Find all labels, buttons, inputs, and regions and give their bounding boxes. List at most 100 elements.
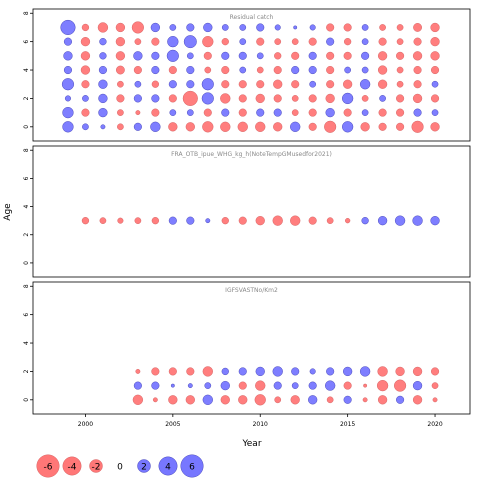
bubble [344, 38, 352, 46]
bubble [326, 66, 335, 75]
bubble [361, 95, 369, 102]
bubble [151, 381, 160, 390]
bubble [151, 108, 160, 117]
bubble [413, 80, 422, 89]
bubble [168, 94, 177, 103]
x-axis: 2000 2005 2010 2015 2020 [78, 414, 443, 428]
bubble [60, 19, 76, 35]
panel-title: IGFSVASTNo/Km2 [225, 287, 278, 294]
bubble [185, 395, 195, 405]
bubble [151, 367, 160, 376]
bubble [254, 394, 266, 406]
bubble [134, 80, 142, 88]
bubble [309, 368, 316, 375]
bubble [82, 123, 89, 131]
bubble [132, 394, 144, 405]
bubble [359, 366, 371, 377]
bubble [204, 66, 212, 74]
bubble [326, 217, 334, 224]
bubble [379, 95, 386, 102]
bubble [220, 93, 231, 104]
legend-bubble [137, 459, 151, 473]
bubble [117, 123, 124, 131]
bubble [291, 109, 299, 116]
bubble [326, 80, 335, 89]
bubble [99, 52, 107, 60]
bubble [326, 396, 334, 404]
bubble [361, 217, 369, 225]
bubble [396, 395, 405, 404]
y-tick-label: 8 [23, 148, 30, 152]
bubble [99, 38, 107, 46]
bubble [293, 25, 298, 30]
bubble [186, 80, 195, 89]
bubble [309, 80, 316, 88]
bubble [62, 107, 74, 119]
y-tick-label: 4 [23, 341, 30, 345]
bubble [308, 216, 317, 225]
legend-label: 6 [189, 463, 195, 473]
bubble [186, 66, 195, 75]
bubble [64, 95, 71, 102]
legend: -6 -4 -2 0 2 4 6 [36, 454, 204, 478]
y-tick-label: 0 [23, 398, 30, 402]
bubble [238, 51, 247, 60]
bubble [61, 78, 74, 91]
bubble [361, 109, 369, 116]
bubble [256, 52, 264, 60]
bubble [377, 366, 388, 377]
bubble [131, 21, 144, 34]
bubble [325, 380, 336, 391]
bubble [238, 395, 248, 405]
bubble [326, 23, 335, 32]
legend-bubble [158, 456, 178, 476]
bubble [343, 108, 352, 117]
bubble [377, 65, 388, 75]
panels: Residual catch 0 2 4 6 8 FRA_OTB_ipue_WHG_kg_h… [23, 8, 471, 415]
bubble [82, 95, 89, 102]
bubble [377, 51, 388, 61]
bubble [134, 38, 142, 45]
bubble [169, 24, 177, 31]
bubble [376, 380, 389, 392]
bubble [255, 380, 266, 391]
y-tick-label: 2 [23, 96, 30, 100]
x-tick-label: 2015 [340, 421, 355, 428]
bubble [430, 22, 440, 33]
bubble [430, 216, 440, 226]
legend-label: 2 [141, 463, 147, 473]
bubble [183, 35, 197, 49]
legend-bubble [180, 454, 204, 478]
bubble [378, 122, 387, 131]
y-tick-label: 2 [23, 233, 30, 237]
y-tick-label: 0 [23, 261, 30, 265]
bubble [412, 366, 423, 377]
bubble [359, 79, 371, 90]
legend-label: -4 [68, 463, 77, 473]
bubble [115, 37, 126, 47]
bubble [290, 215, 301, 226]
bubble [133, 66, 142, 75]
bubble [81, 108, 90, 117]
bubble [205, 218, 211, 224]
bubble [308, 37, 317, 46]
bubble [394, 379, 407, 392]
bubble [220, 121, 231, 132]
legend-bubble [89, 459, 103, 473]
panel-frame [32, 145, 471, 278]
bubble [80, 37, 91, 47]
bubble [255, 216, 265, 226]
bubble [80, 65, 91, 75]
bubble [360, 122, 370, 132]
bubble [170, 383, 175, 388]
bubble [99, 217, 107, 224]
bubble [117, 217, 124, 224]
bubble [291, 382, 299, 389]
bubble [396, 24, 404, 31]
bubble [272, 366, 283, 377]
bubble [221, 66, 230, 75]
bubble [431, 94, 440, 103]
bubble [135, 110, 141, 116]
bubble [378, 37, 387, 46]
bubble [326, 367, 335, 376]
